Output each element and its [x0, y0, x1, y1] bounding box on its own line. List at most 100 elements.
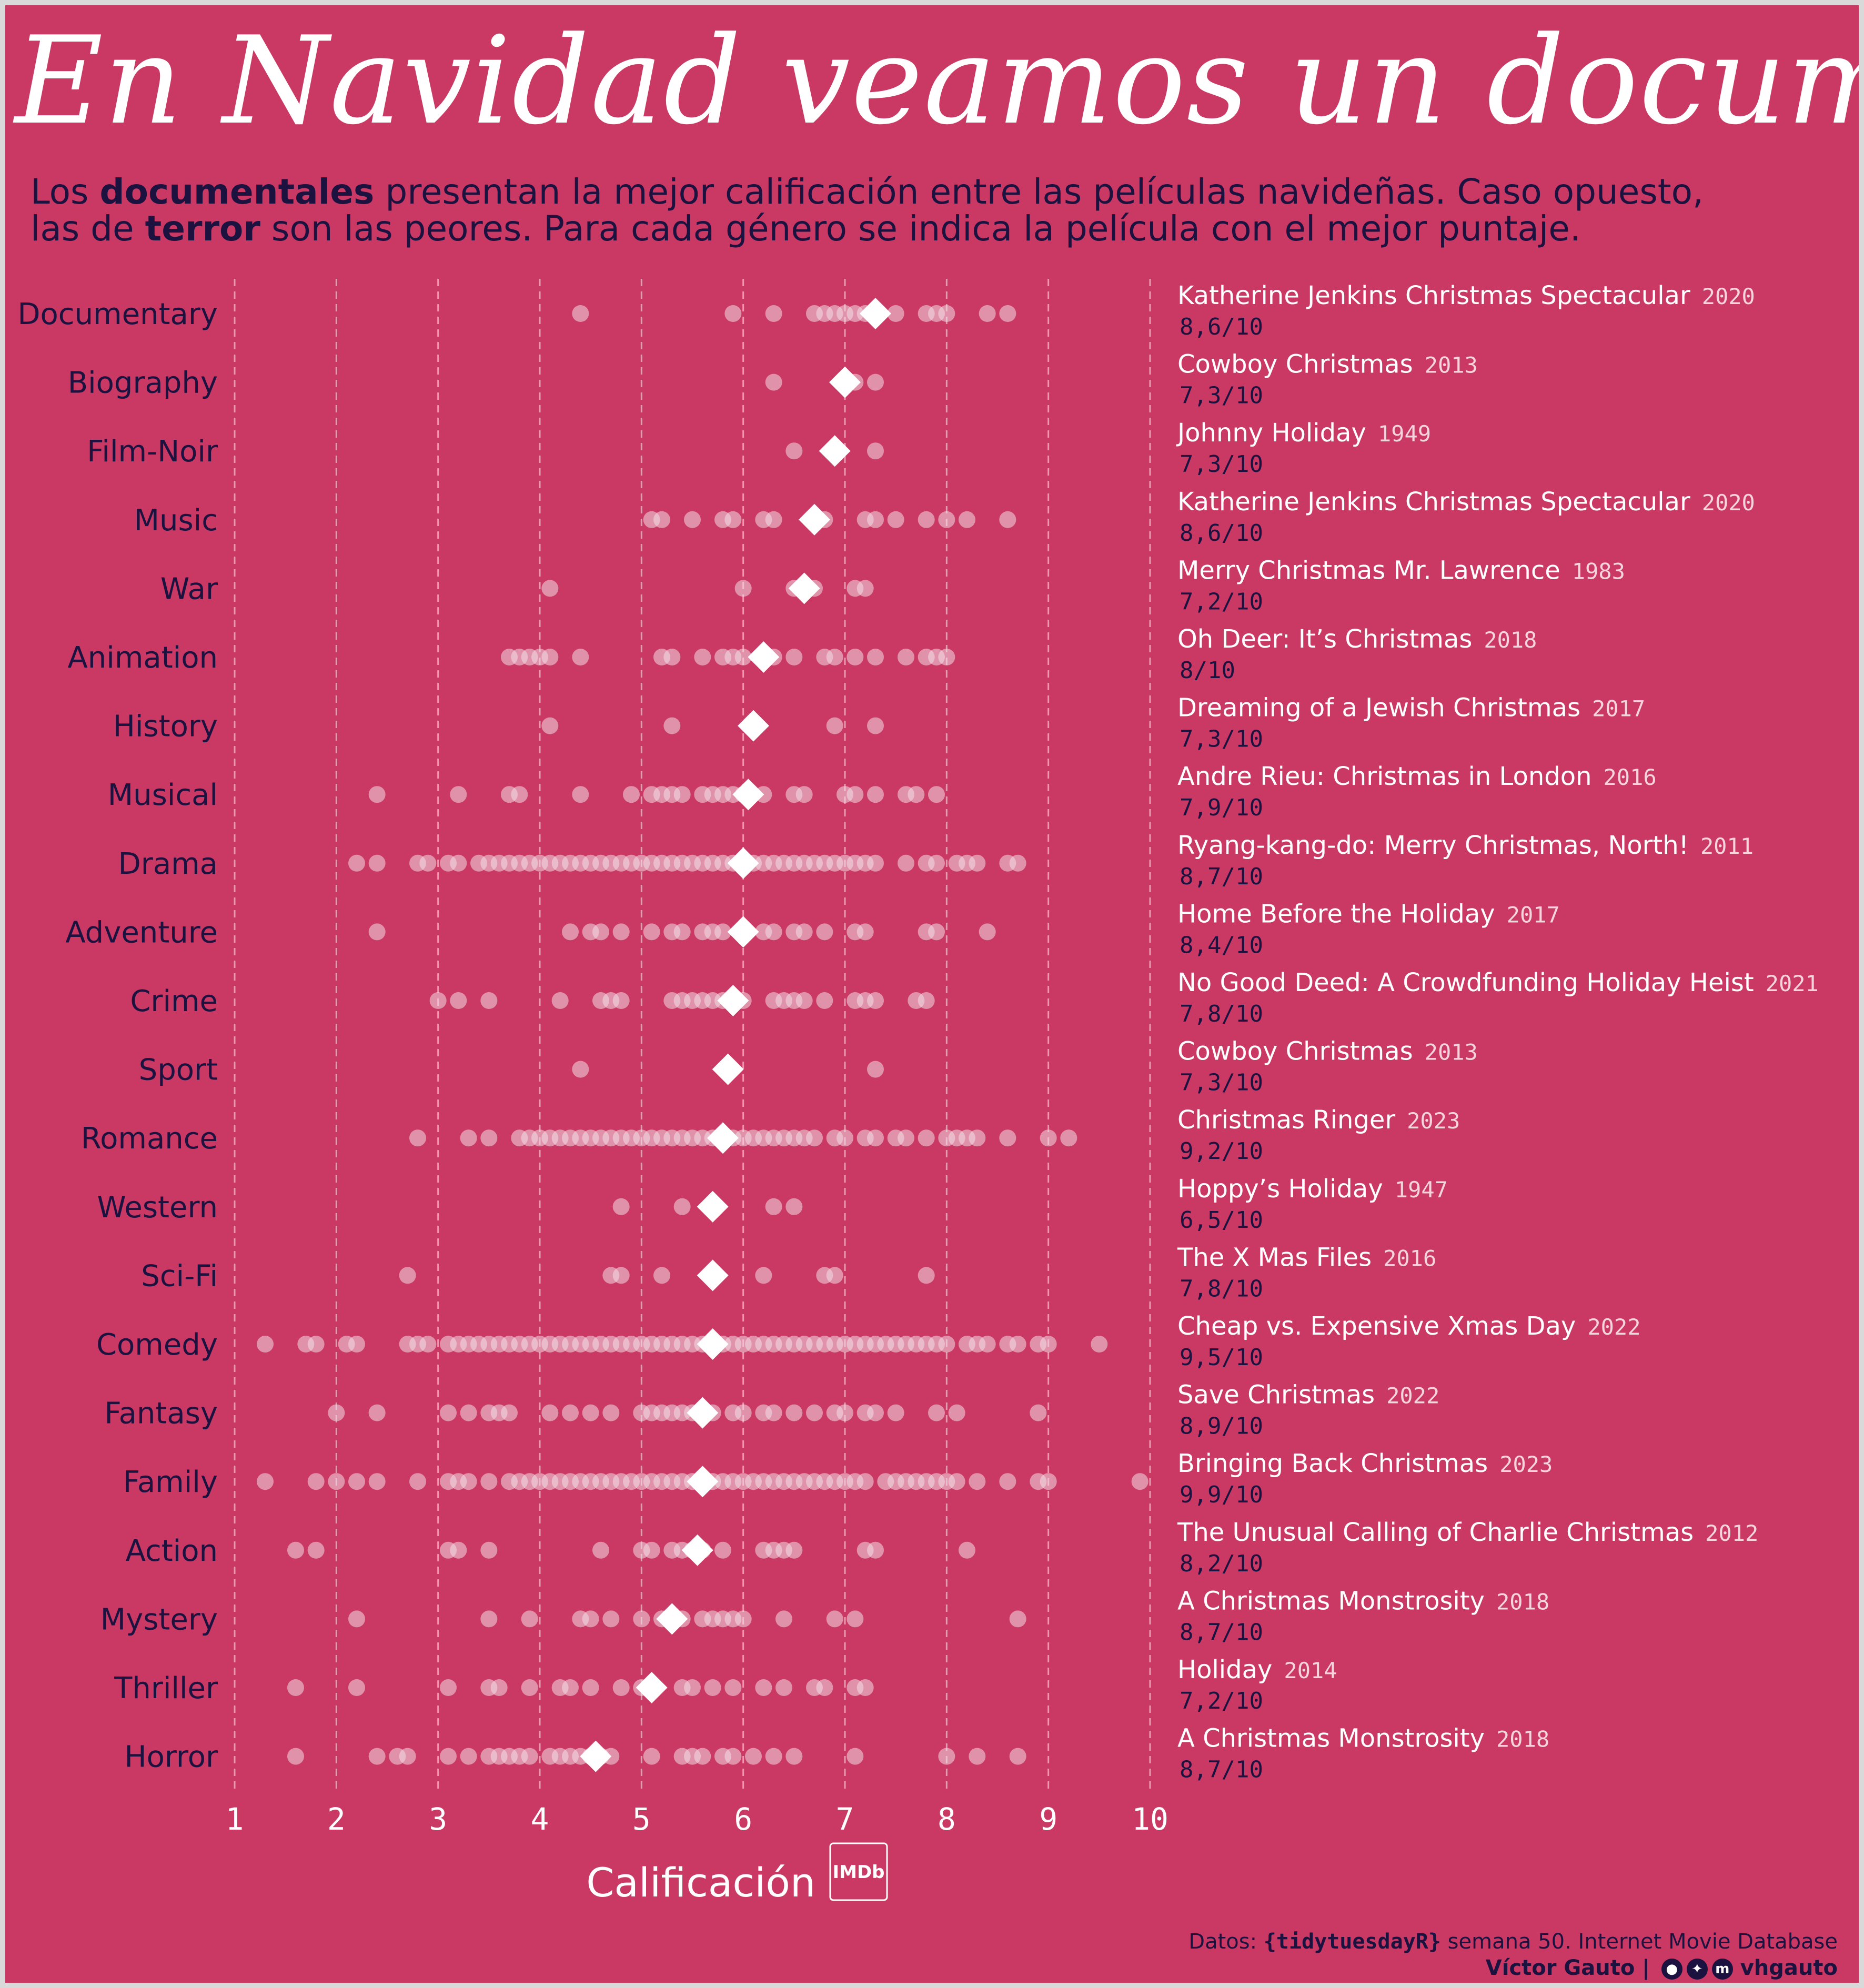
- film-rating-dot: [562, 1404, 579, 1421]
- best-film-score: 7,3/10: [1180, 726, 1263, 753]
- film-rating-dot: [1030, 1404, 1047, 1421]
- film-rating-dot: [867, 992, 884, 1009]
- genre-mean-diamond: [687, 1397, 719, 1429]
- best-film-title: Christmas Ringer 2023: [1177, 1105, 1460, 1135]
- film-rating-dot: [541, 649, 559, 665]
- github-icon[interactable]: ●: [1661, 1959, 1682, 1980]
- best-film-score: 8,7/10: [1180, 1757, 1263, 1783]
- best-film-score: 8,9/10: [1180, 1413, 1263, 1440]
- x-tick-label: 9: [1039, 1801, 1057, 1837]
- film-rating-dot: [521, 1610, 538, 1628]
- genre-mean-diamond: [799, 503, 830, 536]
- genre-mean-diamond: [636, 1672, 668, 1703]
- best-film-title: Save Christmas 2022: [1177, 1380, 1439, 1410]
- x-tick-label: 3: [429, 1801, 447, 1837]
- film-rating-dot: [816, 992, 833, 1009]
- subtitle-part: son las peores. Para cada género se indi…: [260, 208, 1581, 249]
- best-film-year: 2018: [1496, 1589, 1549, 1614]
- best-film-year: 2016: [1383, 1245, 1436, 1271]
- best-film-title: Katherine Jenkins Christmas Spectacular 2…: [1177, 487, 1755, 517]
- film-rating-dot: [633, 1610, 650, 1628]
- film-rating-dot: [1131, 1473, 1148, 1490]
- genre-row: Documentary Katherine Jenkins Christmas S…: [17, 281, 1755, 340]
- best-film-title: Cowboy Christmas 2013: [1177, 350, 1478, 379]
- film-rating-dot: [612, 1198, 630, 1215]
- film-rating-dot: [775, 1679, 792, 1696]
- film-rating-dot: [999, 511, 1016, 528]
- film-rating-dot: [887, 511, 904, 528]
- film-rating-dot: [653, 1267, 670, 1284]
- film-rating-dot: [1040, 1473, 1057, 1490]
- genre-rows: Documentary Katherine Jenkins Christmas S…: [17, 281, 1818, 1783]
- best-film-score: 7,3/10: [1180, 382, 1263, 409]
- genre-row: Crime No Good Deed: A Crowdfunding Holida…: [130, 968, 1819, 1027]
- film-rating-dot: [826, 1267, 843, 1284]
- best-film-score: 7,2/10: [1180, 1688, 1263, 1714]
- genre-label: Adventure: [65, 915, 218, 950]
- genre-mean-diamond: [788, 572, 820, 604]
- best-film-title: The Unusual Calling of Charlie Christmas…: [1177, 1518, 1758, 1547]
- film-rating-dot: [826, 717, 843, 734]
- genre-row: Action The Unusual Calling of Charlie Chr…: [126, 1518, 1759, 1577]
- grid-layer: [234, 279, 1151, 1794]
- film-rating-dot: [867, 649, 884, 665]
- film-rating-dot: [348, 1473, 365, 1490]
- genre-label: Action: [126, 1534, 218, 1568]
- film-rating-dot: [734, 1404, 752, 1421]
- film-rating-dot: [673, 923, 691, 941]
- film-rating-dot: [582, 1404, 599, 1421]
- film-rating-dot: [734, 1610, 752, 1628]
- best-film-title: A Christmas Monstrosity 2018: [1177, 1724, 1549, 1753]
- caption-handle[interactable]: vhgauto: [1740, 1956, 1838, 1980]
- caption-author: Víctor Gauto | ● ✦ m vhgauto: [1486, 1956, 1838, 1980]
- film-rating-dot: [541, 1404, 559, 1421]
- film-rating-dot: [898, 649, 914, 665]
- film-rating-dot: [755, 1267, 772, 1284]
- best-film-year: 1947: [1395, 1177, 1448, 1203]
- genre-mean-diamond: [727, 916, 759, 948]
- film-rating-dot: [348, 854, 365, 872]
- imdb-badge-text: IMDb: [832, 1862, 884, 1883]
- genre-mean-diamond: [819, 435, 851, 467]
- film-rating-dot: [1009, 1748, 1026, 1765]
- film-rating-dot: [450, 854, 467, 872]
- genre-row: Adventure Home Before the Holiday 2017 8,4/…: [65, 899, 1559, 958]
- subtitle-part: presentan la mejor calificación entre la…: [374, 171, 1704, 212]
- genre-label: Family: [123, 1465, 218, 1499]
- film-rating-dot: [1009, 1610, 1026, 1628]
- best-film-year: 2013: [1425, 352, 1478, 378]
- film-rating-dot: [806, 1404, 823, 1421]
- film-rating-dot: [643, 923, 660, 941]
- film-rating-dot: [368, 1404, 386, 1421]
- caption-brace-close: }: [1428, 1930, 1441, 1954]
- genre-label: Romance: [81, 1122, 218, 1156]
- genre-row: Biography Cowboy Christmas 2013 7,3/10: [68, 350, 1478, 409]
- best-film-year: 2017: [1507, 902, 1560, 927]
- genre-label: Musical: [108, 778, 218, 812]
- film-rating-dot: [724, 1748, 742, 1765]
- film-rating-dot: [826, 1610, 843, 1628]
- film-rating-dot: [440, 1404, 457, 1421]
- genre-row: Mystery A Christmas Monstrosity 2018 8,7/10: [100, 1586, 1549, 1646]
- caption-package: tidytuesdayR: [1276, 1930, 1428, 1954]
- film-rating-dot: [765, 511, 782, 528]
- twitter-icon[interactable]: ✦: [1686, 1959, 1708, 1980]
- film-rating-dot: [1009, 1336, 1026, 1353]
- mastodon-icon[interactable]: m: [1711, 1959, 1733, 1980]
- genre-row: Film-Noir Johnny Holiday 1949 7,3/10: [87, 418, 1431, 478]
- film-rating-dot: [419, 854, 437, 872]
- film-rating-dot: [1060, 1129, 1077, 1147]
- genre-label: Film-Noir: [87, 435, 218, 469]
- film-rating-dot: [562, 1679, 579, 1696]
- x-tick-label: 2: [327, 1801, 346, 1837]
- film-rating-dot: [328, 1473, 345, 1490]
- film-rating-dot: [562, 923, 579, 941]
- genre-mean-diamond: [738, 710, 769, 742]
- genre-row: Western Hoppy’s Holiday 1947 6,5/10: [97, 1174, 1448, 1234]
- film-rating-dot: [257, 1473, 274, 1490]
- film-rating-dot: [785, 442, 803, 460]
- best-film-score: 8,2/10: [1180, 1550, 1263, 1577]
- best-film-score: 8,7/10: [1180, 1619, 1263, 1646]
- best-film-score: 9,9/10: [1180, 1481, 1263, 1508]
- film-rating-dot: [867, 786, 884, 803]
